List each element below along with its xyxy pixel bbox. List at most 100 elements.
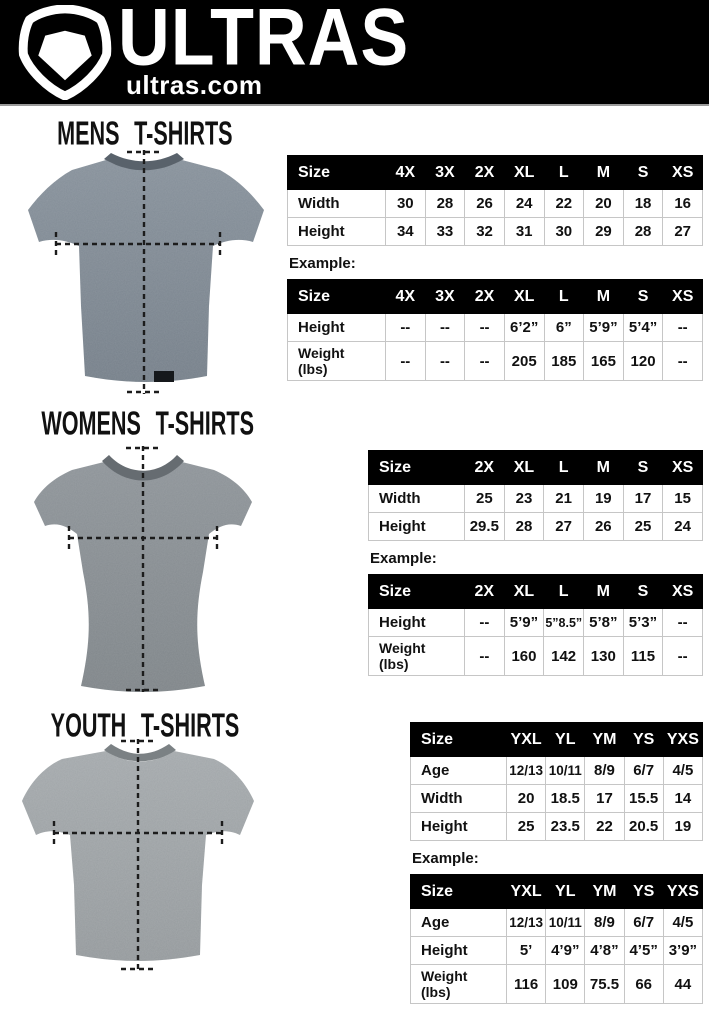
youth-size-table: Size YXL YL YM YS YXS Age 12/13 10/11 8/9 6/7 4/5 Wi… — [410, 722, 704, 841]
cell-value: -- — [662, 635, 703, 677]
table-row: Width 30 28 26 24 22 20 18 16 — [287, 189, 703, 218]
table-row: Age 12/13 10/11 8/9 6/7 4/5 — [410, 908, 704, 937]
cell-value: -- — [464, 635, 505, 677]
site-url: ultras.com — [126, 70, 263, 100]
row-label: Weight (lbs) — [368, 635, 465, 677]
cell-value: 205 — [503, 340, 545, 382]
cell-value: 28 — [503, 512, 545, 541]
table-row: Age 12/13 10/11 8/9 6/7 4/5 — [410, 756, 704, 785]
size-column-header: YM — [584, 722, 625, 757]
cell-value: 6/7 — [623, 908, 664, 937]
size-column-header: 3X — [424, 155, 466, 190]
corner-header: Size — [368, 450, 465, 485]
cell-value: 29 — [583, 217, 624, 246]
measurement-lines — [67, 446, 219, 692]
cell-value: 4’5” — [623, 936, 664, 965]
cell-value: 30 — [543, 217, 585, 246]
youth-example-label: Example: — [412, 850, 479, 867]
corner-header: Size — [287, 279, 386, 314]
cell-value: -- — [464, 313, 505, 342]
cell-value: 32 — [464, 217, 505, 246]
cell-value: 18 — [622, 189, 664, 218]
header-row: Size 2X XL L M S XS — [368, 450, 703, 485]
cell-value: 44 — [662, 963, 704, 1005]
row-label: Weight (lbs) — [287, 340, 386, 382]
corner-header: Size — [410, 722, 507, 757]
cell-value: 12/13 — [505, 908, 547, 937]
size-column-header: S — [622, 574, 664, 609]
row-label: Width — [368, 484, 465, 513]
size-column-header: 2X — [464, 155, 505, 190]
size-column-header: L — [543, 574, 584, 609]
mens-example-table: Size 4X 3X 2X XL L M S XS Height -- -- -- 6’2” 6” 5’9” 5… — [287, 279, 703, 382]
cell-value: 116 — [505, 963, 547, 1005]
size-column-header: YL — [545, 874, 586, 909]
cell-value: 20 — [505, 784, 547, 813]
size-column-header: M — [582, 574, 624, 609]
size-column-header: YXL — [505, 874, 547, 909]
cell-value: 10/11 — [545, 908, 586, 937]
cell-value: 24 — [662, 512, 703, 541]
row-label: Width — [410, 784, 507, 813]
cell-value: 19 — [662, 812, 704, 841]
cell-value: 30 — [385, 189, 426, 218]
size-column-header: L — [543, 279, 585, 314]
cell-value: 12/13 — [505, 756, 547, 785]
cell-value: 4’8” — [584, 936, 625, 965]
size-column-header: 2X — [464, 279, 505, 314]
cell-value: 21 — [543, 484, 584, 513]
size-column-header: S — [622, 450, 664, 485]
cell-value: -- — [424, 313, 466, 342]
brand-text: ULTRAS — [118, 0, 410, 83]
cell-value: -- — [385, 313, 426, 342]
cell-value: 27 — [662, 217, 703, 246]
size-column-header: L — [543, 450, 584, 485]
header-row: Size YXL YL YM YS YXS — [410, 722, 704, 757]
brand-title: ULTRAS — [118, 0, 435, 83]
cell-value: 66 — [623, 963, 664, 1005]
cell-value: -- — [385, 340, 426, 382]
size-column-header: YXL — [505, 722, 547, 757]
mens-section-title-text: MENS T-SHIRTS — [57, 116, 233, 153]
cell-value: 16 — [662, 189, 703, 218]
cell-value: -- — [424, 340, 466, 382]
cell-value: 26 — [582, 512, 624, 541]
row-label: Age — [410, 756, 507, 785]
table-row: Height -- 5’9” 5”8.5” 5’8” 5’3” -- — [368, 608, 703, 637]
cell-value: 22 — [584, 812, 625, 841]
size-column-header: YL — [545, 722, 586, 757]
header-row: Size YXL YL YM YS YXS — [410, 874, 704, 909]
cell-value: 17 — [622, 484, 664, 513]
size-column-header: L — [543, 155, 585, 190]
table-row: Height 5’ 4’9” 4’8” 4’5” 3’9” — [410, 936, 704, 965]
cell-value: 33 — [424, 217, 466, 246]
cell-value: -- — [662, 313, 703, 342]
youth-tables: Size YXL YL YM YS YXS Age 12/13 10/11 8/9 6/7 4/5 Wi… — [410, 722, 704, 1005]
cell-value: 109 — [545, 963, 586, 1005]
measurement-lines — [54, 150, 222, 394]
mens-section-title: MENS T-SHIRTS — [0, 116, 290, 153]
mens-tshirt-image — [28, 150, 264, 394]
table-row: Width 20 18.5 17 15.5 14 — [410, 784, 704, 813]
cell-value: 5’8” — [582, 608, 624, 637]
cell-value: 24 — [503, 189, 545, 218]
table-row: Weight (lbs) -- 160 142 130 115 -- — [368, 635, 703, 677]
table-row: Height 34 33 32 31 30 29 28 27 — [287, 217, 703, 246]
cell-value: 23 — [503, 484, 545, 513]
womens-tables: Size 2X XL L M S XS Width 25 23 21 19 17 15 Height 29.5… — [368, 450, 703, 677]
row-label: Height — [287, 313, 386, 342]
cell-value: 130 — [582, 635, 624, 677]
youth-example-table: Size YXL YL YM YS YXS Age 12/13 10/11 8/9 6/7 4/5 He… — [410, 874, 704, 1005]
cell-value: 15 — [662, 484, 703, 513]
cell-value: 142 — [543, 635, 584, 677]
cell-value: 34 — [385, 217, 426, 246]
youth-section-title: YOUTH T-SHIRTS — [0, 708, 290, 744]
size-column-header: 3X — [424, 279, 466, 314]
table-row: Height 25 23.5 22 20.5 19 — [410, 812, 704, 841]
cell-value: 5’9” — [583, 313, 624, 342]
header-row: Size 4X 3X 2X XL L M S XS — [287, 279, 703, 314]
table-row: Weight (lbs) -- -- -- 205 185 165 120 -- — [287, 340, 703, 382]
size-column-header: XS — [662, 450, 703, 485]
size-column-header: XS — [662, 279, 703, 314]
header-row: Size 2X XL L M S XS — [368, 574, 703, 609]
